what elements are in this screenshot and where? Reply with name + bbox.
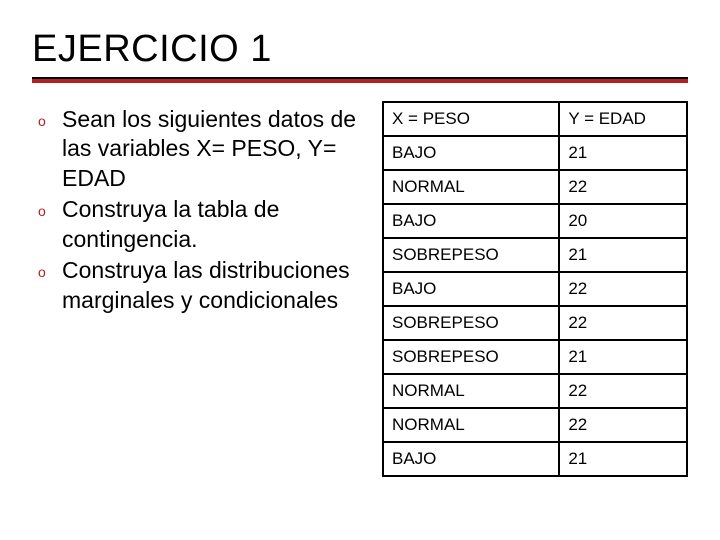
title-rule — [32, 77, 688, 83]
cell-y: 22 — [559, 170, 687, 204]
cell-x: NORMAL — [383, 408, 559, 442]
table-row: SOBREPESO 21 — [383, 238, 687, 272]
bullet-marker-icon: o — [32, 105, 62, 129]
cell-y: 21 — [559, 136, 687, 170]
bullet-text: Construya la tabla de contingencia. — [62, 195, 370, 254]
cell-y: 21 — [559, 340, 687, 374]
cell-x: BAJO — [383, 272, 559, 306]
bullet-marker-icon: o — [32, 256, 62, 280]
slide: EJERCICIO 1 o Sean los siguientes datos … — [0, 0, 720, 540]
title-wrap: EJERCICIO 1 — [32, 28, 688, 71]
table-row: SOBREPESO 22 — [383, 306, 687, 340]
data-table: X = PESO Y = EDAD BAJO 21 NORMAL 22 BAJO — [382, 101, 688, 477]
cell-y: 20 — [559, 204, 687, 238]
table-row: BAJO 21 — [383, 442, 687, 476]
data-table-wrap: X = PESO Y = EDAD BAJO 21 NORMAL 22 BAJO — [382, 101, 688, 477]
list-item: o Construya las distribuciones marginale… — [32, 256, 370, 315]
table-row: BAJO 22 — [383, 272, 687, 306]
table-row: NORMAL 22 — [383, 374, 687, 408]
table-header-row: X = PESO Y = EDAD — [383, 102, 687, 136]
bullet-text: Sean los siguientes datos de las variabl… — [62, 105, 370, 193]
page-title: EJERCICIO 1 — [32, 28, 688, 71]
bullet-text: Construya las distribuciones marginales … — [62, 256, 370, 315]
bullet-marker-icon: o — [32, 195, 62, 219]
table-row: BAJO 20 — [383, 204, 687, 238]
cell-x: SOBREPESO — [383, 306, 559, 340]
cell-y: 21 — [559, 442, 687, 476]
cell-x: SOBREPESO — [383, 340, 559, 374]
table-row: SOBREPESO 21 — [383, 340, 687, 374]
cell-y: 21 — [559, 238, 687, 272]
cell-x: BAJO — [383, 136, 559, 170]
cell-x: SOBREPESO — [383, 238, 559, 272]
column-header-x: X = PESO — [383, 102, 559, 136]
cell-y: 22 — [559, 306, 687, 340]
cell-y: 22 — [559, 272, 687, 306]
cell-x: BAJO — [383, 442, 559, 476]
table-row: NORMAL 22 — [383, 408, 687, 442]
cell-x: BAJO — [383, 204, 559, 238]
column-header-y: Y = EDAD — [559, 102, 687, 136]
cell-x: NORMAL — [383, 374, 559, 408]
list-item: o Sean los siguientes datos de las varia… — [32, 105, 370, 193]
table-row: NORMAL 22 — [383, 170, 687, 204]
content-row: o Sean los siguientes datos de las varia… — [32, 101, 688, 477]
list-item: o Construya la tabla de contingencia. — [32, 195, 370, 254]
bullet-list: o Sean los siguientes datos de las varia… — [32, 101, 370, 477]
cell-y: 22 — [559, 374, 687, 408]
cell-x: NORMAL — [383, 170, 559, 204]
cell-y: 22 — [559, 408, 687, 442]
table-row: BAJO 21 — [383, 136, 687, 170]
